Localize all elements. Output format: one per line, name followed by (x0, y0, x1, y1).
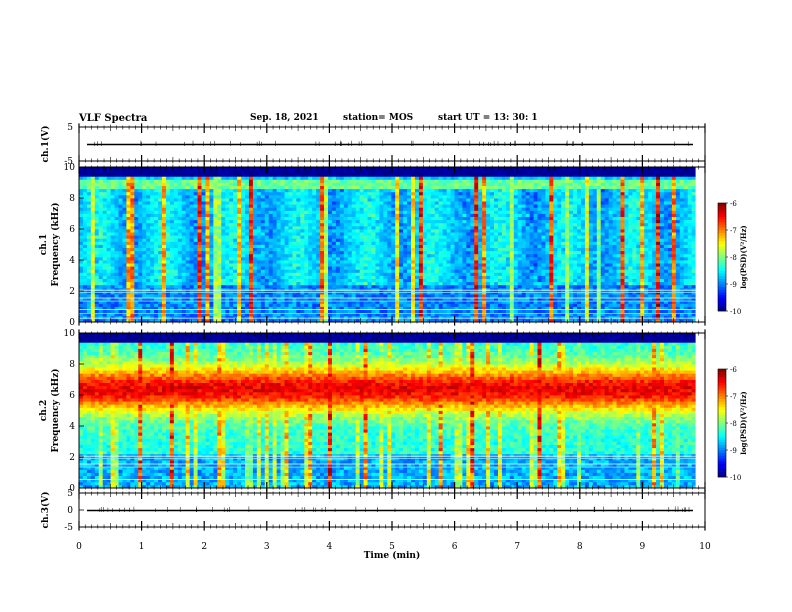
ch2-spectrogram-ylabel-channel: ch.2 (39, 400, 49, 421)
ch1-spectrogram-ytick: 6 (69, 225, 75, 235)
ch2-spectrogram-image (79, 333, 705, 489)
x-axis-tick: 3 (264, 542, 270, 552)
x-axis-tick: 2 (201, 542, 207, 552)
ch1-spectrogram-ytick: 0 (69, 318, 75, 328)
ch1-spectrogram-ytick: 10 (64, 163, 76, 173)
ch3-waveform-ytick: -5 (64, 523, 73, 533)
ch1-spectrogram-ylabel-channel: ch.1 (39, 234, 49, 255)
ch2-spectrogram-colorbar-tick: -10 (730, 474, 741, 482)
x-axis-tick: 8 (577, 542, 583, 552)
ch1-spectrogram-ytick: 4 (69, 256, 75, 266)
ch1-spectrogram-colorbar-tick: -8 (730, 254, 737, 262)
ch2-spectrogram-colorbar-tick: -9 (730, 447, 737, 455)
ch1-spectrogram-ytick: 2 (69, 287, 75, 297)
ch3-waveform-ytick: 0 (67, 506, 73, 516)
x-axis-tick: 5 (389, 542, 395, 552)
ch1-waveform-ytick: -5 (64, 157, 73, 167)
ch2-spectrogram-ytick: 10 (64, 329, 76, 339)
x-axis-tick: 6 (452, 542, 458, 552)
date-label: Sep. 18, 2021 (250, 113, 319, 123)
ch3-waveform-ylabel: ch.3(V) (40, 492, 51, 529)
ch1-spectrogram-colorbar-tick: -9 (730, 281, 737, 289)
ch1-waveform-ytick: 5 (67, 123, 73, 133)
ch1-spectrogram-colorbar-label: log(PSD)(V²/Hz) (739, 225, 748, 289)
ch2-spectrogram-colorbar-tick: -7 (730, 393, 737, 401)
ch2-spectrogram-ytick: 4 (69, 422, 75, 432)
x-axis-tick: 0 (76, 542, 82, 552)
station-label: station= MOS (343, 113, 414, 123)
x-axis-tick: 10 (699, 542, 711, 552)
ch1-spectrogram-colorbar-tick: -7 (730, 227, 737, 235)
chart-title: VLF Spectra (79, 113, 148, 124)
ch2-spectrogram-colorbar (717, 368, 727, 478)
ch1-spectrogram-colorbar-tick: -6 (730, 200, 737, 208)
ch2-spectrogram-ytick: 6 (69, 391, 75, 401)
x-axis-label: Time (min) (364, 550, 421, 561)
x-axis-tick: 9 (640, 542, 646, 552)
x-axis-tick: 1 (139, 542, 145, 552)
ch2-spectrogram-colorbar-tick: -8 (730, 420, 737, 428)
ch3-waveform-ytick: 5 (67, 489, 73, 499)
start-time-label: start UT = 13: 30: 1 (438, 113, 538, 123)
ch2-spectrogram-ytick: 0 (69, 484, 75, 494)
ch2-spectrogram-colorbar-tick: -6 (730, 366, 737, 374)
x-axis-tick: 4 (327, 542, 333, 552)
ch2-spectrogram-ytick: 2 (69, 453, 75, 463)
ch1-spectrogram-ylabel-frequency: Frequency (kHz) (50, 202, 61, 286)
ch2-spectrogram-ytick: 8 (69, 360, 75, 370)
ch2-spectrogram-ylabel-frequency: Frequency (kHz) (50, 368, 61, 452)
ch1-spectrogram-ytick: 8 (69, 194, 75, 204)
ch1-spectrogram-colorbar (717, 202, 727, 312)
ch2-spectrogram-colorbar-label: log(PSD)(V²/Hz) (739, 391, 748, 455)
ch1-waveform-ylabel: ch.1(V) (40, 126, 51, 163)
ch1-spectrogram-colorbar-tick: -10 (730, 308, 741, 316)
x-axis-tick: 7 (514, 542, 520, 552)
ch1-spectrogram-image (79, 167, 705, 323)
